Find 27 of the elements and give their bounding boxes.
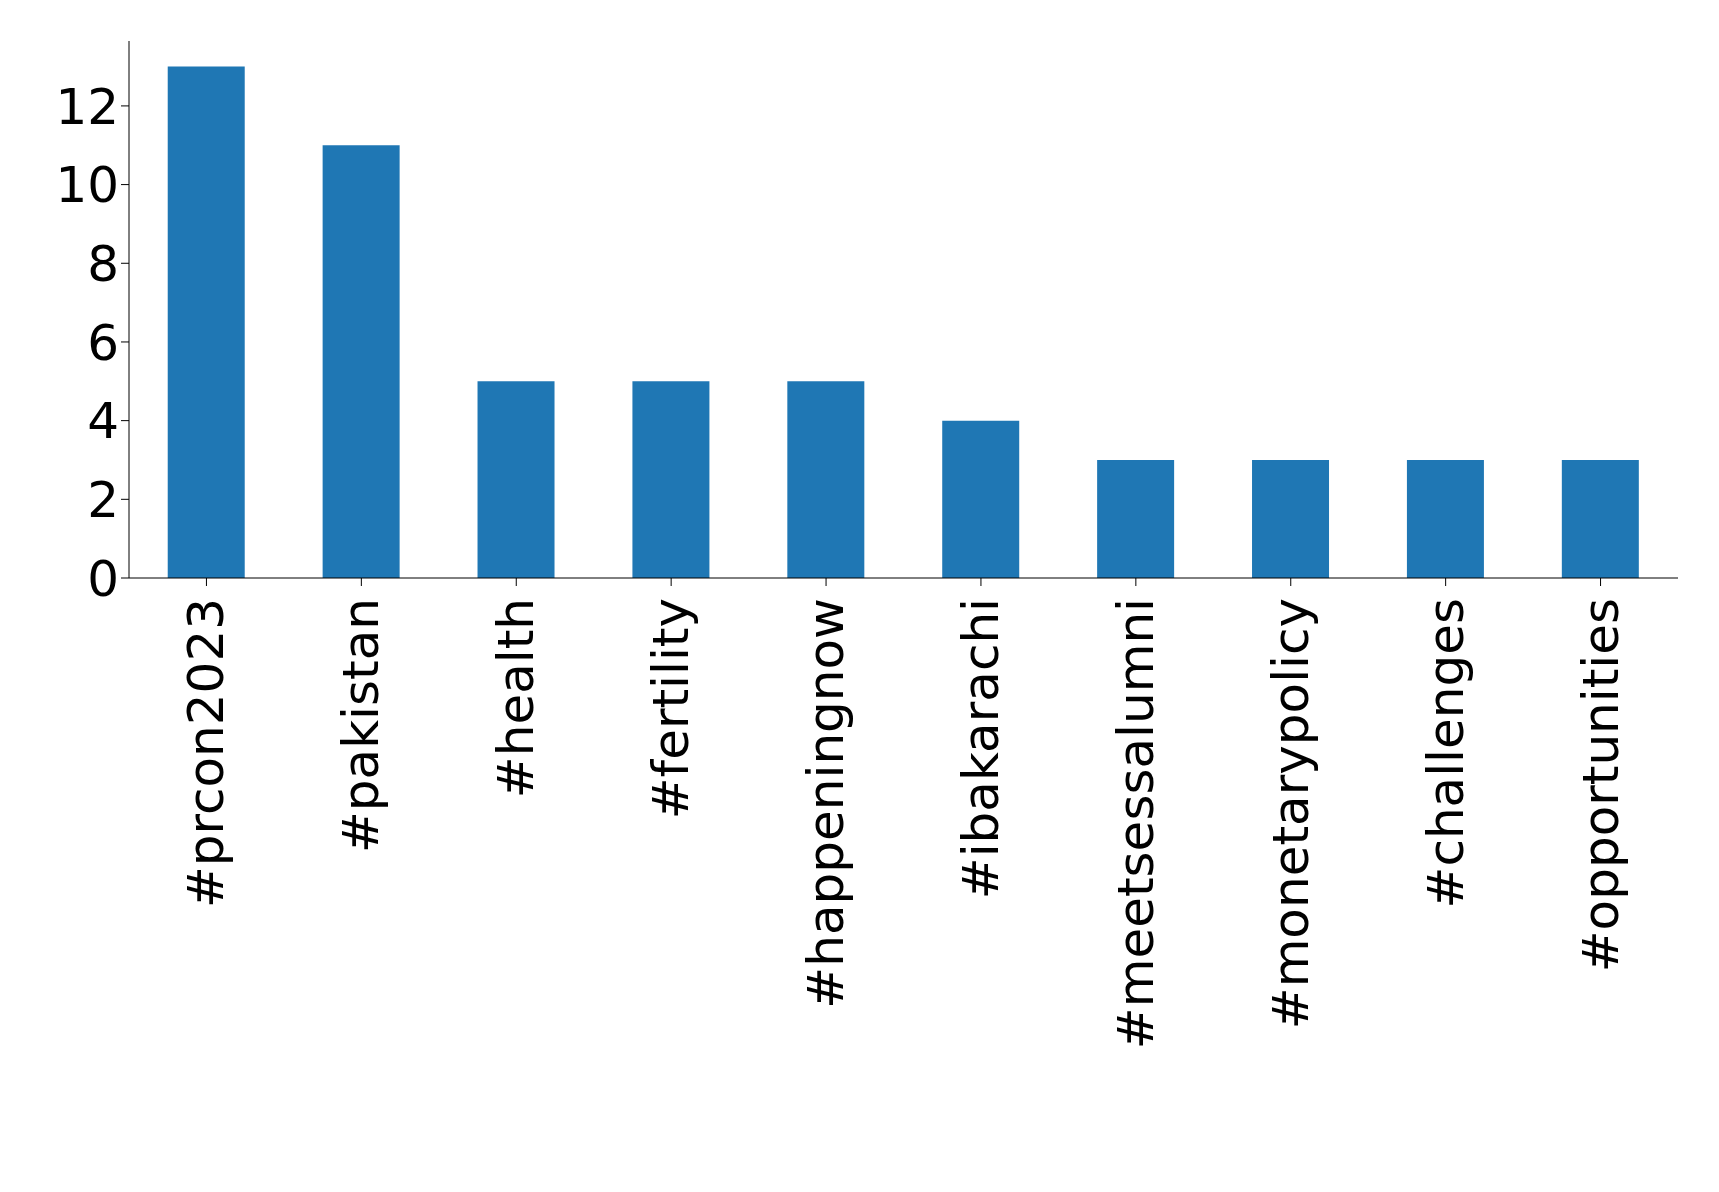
bar — [942, 420, 1020, 578]
y-tick-label: 6 — [87, 313, 119, 372]
x-tick-label: #monetarypolicy — [1261, 598, 1320, 1030]
bar — [1097, 459, 1175, 578]
y-tick-label: 8 — [87, 235, 119, 294]
x-tick-label: #ibakarachi — [951, 598, 1010, 900]
bar — [167, 66, 245, 578]
y-tick-label: 10 — [55, 156, 119, 215]
x-tick-label: #health — [487, 598, 546, 799]
bar — [632, 381, 710, 578]
bar — [787, 381, 865, 578]
x-tick-label: #prcon2023 — [177, 598, 236, 909]
bar — [1406, 459, 1484, 578]
y-tick-label: 0 — [87, 549, 119, 608]
bar — [1561, 459, 1639, 578]
bar — [322, 145, 400, 578]
bar — [477, 381, 555, 578]
x-tick-label: #happeningnow — [797, 598, 856, 1009]
x-tick-label: #pakistan — [332, 598, 391, 854]
y-tick-label: 12 — [55, 77, 119, 136]
x-tick-label: #challenges — [1416, 598, 1475, 909]
bar — [1252, 459, 1330, 578]
x-tick-label: #fertility — [642, 598, 701, 820]
y-tick-label: 2 — [87, 471, 119, 530]
x-tick-label: #meetsessalumni — [1106, 598, 1165, 1050]
y-tick-label: 4 — [87, 392, 119, 451]
x-tick-label: #opportunities — [1571, 598, 1630, 973]
